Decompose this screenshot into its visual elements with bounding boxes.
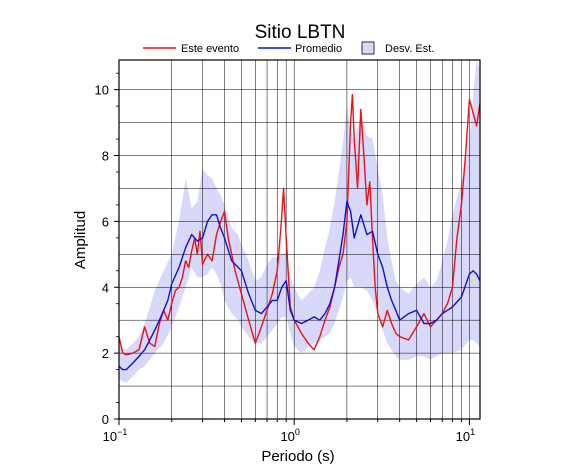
y-axis-label: Amplitud [72, 211, 89, 269]
std-dev-band [119, 60, 480, 383]
x-tick-label: 100 [280, 427, 299, 444]
legend-label-desv-est: Desv. Est. [385, 43, 434, 55]
y-tick-label: 2 [102, 346, 109, 361]
x-tick-label: 10−1 [103, 427, 128, 444]
legend: Este evento Promedio Desv. Est. [143, 41, 434, 55]
y-tick-label: 0 [102, 412, 109, 427]
legend-label-este-evento: Este evento [181, 43, 239, 55]
y-tick-label: 6 [102, 214, 109, 229]
y-tick-label: 10 [95, 83, 109, 98]
legend-label-promedio: Promedio [295, 43, 342, 55]
x-tick-label: 101 [456, 427, 475, 444]
grid [118, 60, 480, 419]
plot-frame [118, 59, 481, 420]
axis-ticks: 0 2 4 6 8 10 10−1 100 101 [95, 72, 475, 444]
series-line-promedio [118, 200, 481, 371]
series-lines [118, 93, 481, 371]
chart-title: Sitio LBTN [255, 22, 346, 43]
legend-swatch-desv-est [361, 41, 375, 55]
plot-area [119, 60, 480, 383]
y-tick-label: 8 [102, 149, 109, 164]
y-tick-label: 4 [102, 280, 109, 295]
x-axis-label: Periodo (s) [261, 448, 334, 465]
